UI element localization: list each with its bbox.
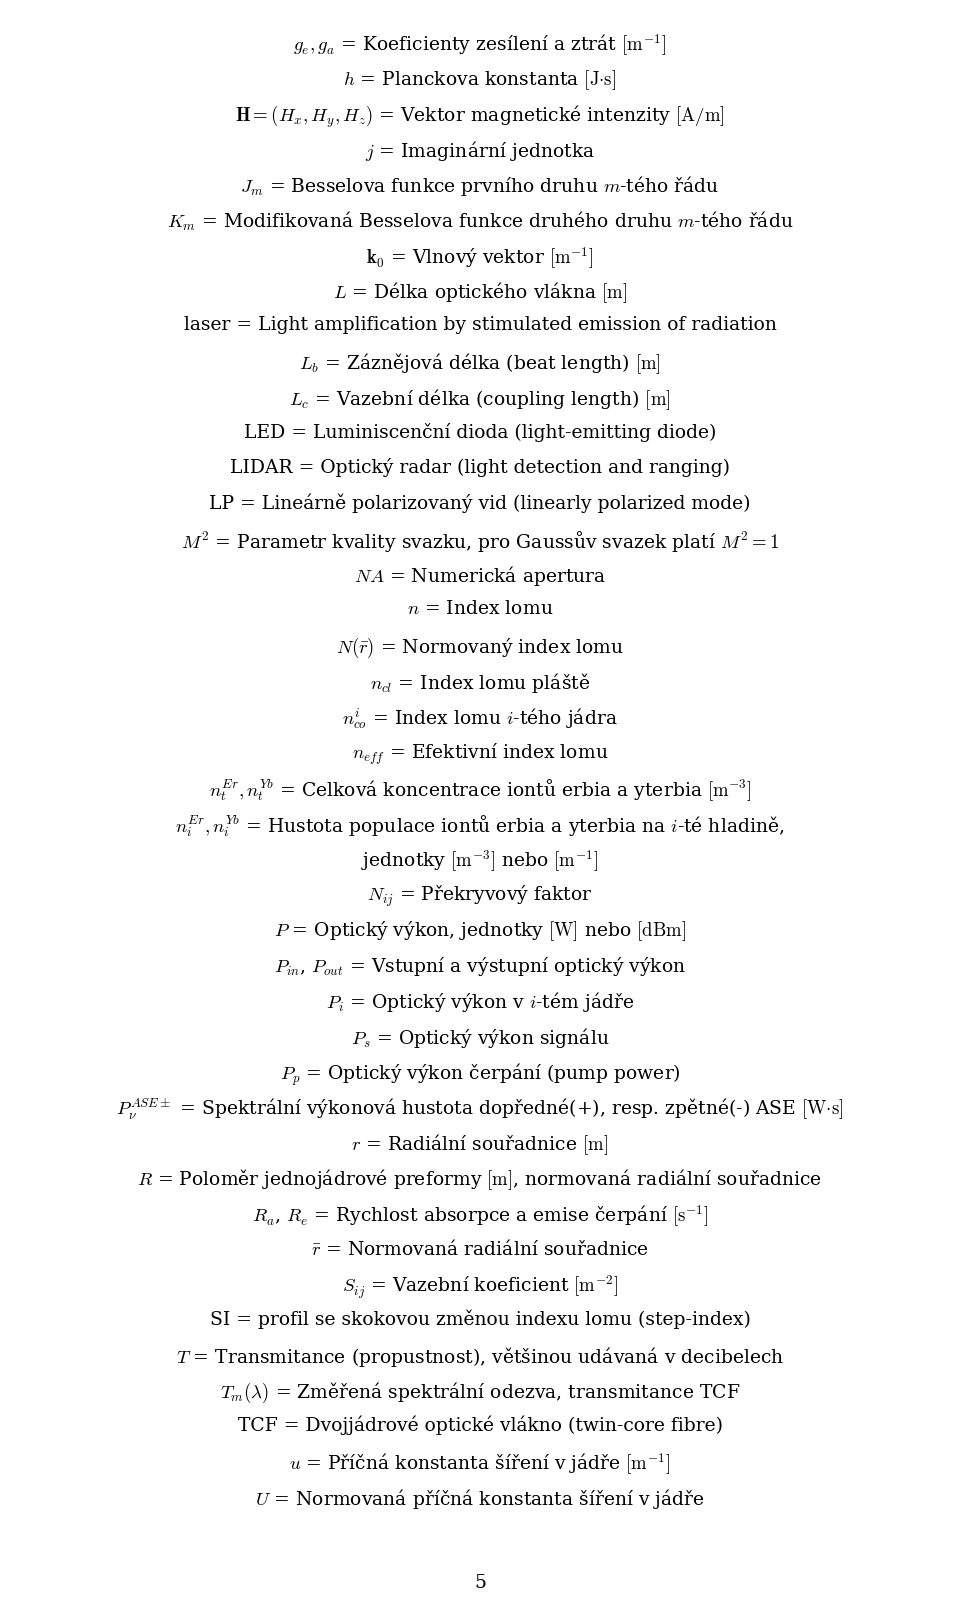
Text: $U$ = Normovaná příčná konstanta šíření v jádře: $U$ = Normovaná příčná konstanta šíření …: [255, 1487, 705, 1511]
Text: jednotky $[\mathrm{m}^{-3}]$ nebo $[\mathrm{m}^{-1}]$: jednotky $[\mathrm{m}^{-3}]$ nebo $[\mat…: [361, 848, 599, 874]
Text: $j$ = Imaginární jednotka: $j$ = Imaginární jednotka: [365, 139, 595, 163]
Text: $n_{cl}$ = Index lomu pláště: $n_{cl}$ = Index lomu pláště: [370, 671, 590, 695]
Text: $P_s$ = Optický výkon signálu: $P_s$ = Optický výkon signálu: [350, 1026, 610, 1050]
Text: $u$ = Příčná konstanta šíření v jádře $[\mathrm{m}^{-1}]$: $u$ = Příčná konstanta šíření v jádře $[…: [289, 1451, 671, 1477]
Text: LIDAR = Optický radar (light detection and ranging): LIDAR = Optický radar (light detection a…: [230, 457, 730, 477]
Text: $P_\nu^{ASE\pm}$ = Spektrální výkonová hustota dopředné(+), resp. zpětné(-) ASE : $P_\nu^{ASE\pm}$ = Spektrální výkonová h…: [116, 1097, 844, 1122]
Text: $S_{ij}$ = Vazební koeficient $[\mathrm{m}^{-2}]$: $S_{ij}$ = Vazební koeficient $[\mathrm{…: [342, 1273, 618, 1301]
Text: $\bar{r}$ = Normovaná radiální souřadnice: $\bar{r}$ = Normovaná radiální souřadnic…: [311, 1238, 649, 1259]
Text: $M^2$ = Parametr kvality svazku, pro Gaussův svazek platí $M^2 = 1$: $M^2$ = Parametr kvality svazku, pro Gau…: [180, 528, 780, 554]
Text: laser = Light amplification by stimulated emission of radiation: laser = Light amplification by stimulate…: [183, 317, 777, 335]
Text: $N_{ij}$ = Překryvový faktor: $N_{ij}$ = Překryvový faktor: [368, 884, 592, 910]
Text: $R$ = Poloměr jednojádrové preformy $[\mathrm{m}]$, normovaná radiální souřadnic: $R$ = Poloměr jednojádrové preformy $[\m…: [137, 1168, 823, 1193]
Text: $T$ = Transmitance (propustnost), většinou udávaná v decibelech: $T$ = Transmitance (propustnost), většin…: [176, 1345, 784, 1369]
Text: $R_a$, $R_e$ = Rychlost absorpce a emise čerpání $[\mathrm{s}^{-1}]$: $R_a$, $R_e$ = Rychlost absorpce a emise…: [252, 1202, 708, 1228]
Text: $g_e, g_a$ = Koeficienty zesílení a ztrát $[\mathrm{m}^{-1}]$: $g_e, g_a$ = Koeficienty zesílení a ztrá…: [294, 32, 666, 58]
Text: $P_{in}$, $P_{out}$ = Vstupní a výstupní optický výkon: $P_{in}$, $P_{out}$ = Vstupní a výstupní…: [274, 955, 686, 978]
Text: $K_m$ = Modifikovaná Besselova funkce druhého druhu $m$-tého řádu: $K_m$ = Modifikovaná Besselova funkce dr…: [167, 210, 793, 233]
Text: TCF = Dvojjádrové optické vlákno (twin-core fibre): TCF = Dvojjádrové optické vlákno (twin-c…: [237, 1416, 723, 1435]
Text: $r$ = Radiální souřadnice $[\mathrm{m}]$: $r$ = Radiální souřadnice $[\mathrm{m}]$: [351, 1133, 609, 1157]
Text: SI = profil se skokovou změnou indexu lomu (step-index): SI = profil se skokovou změnou indexu lo…: [209, 1309, 751, 1328]
Text: $J_m$ = Besselova funkce prvního druhu $m$-tého řádu: $J_m$ = Besselova funkce prvního druhu $…: [240, 175, 720, 199]
Text: $T_m(\lambda)$ = Změřená spektrální odezva, transmitance TCF: $T_m(\lambda)$ = Změřená spektrální odez…: [220, 1380, 740, 1404]
Text: $L_c$ = Vazební délka (coupling length) $[\mathrm{m}]$: $L_c$ = Vazební délka (coupling length) …: [289, 388, 671, 412]
Text: $NA$ = Numerická apertura: $NA$ = Numerická apertura: [354, 564, 606, 588]
Text: $P_p$ = Optický výkon čerpání (pump power): $P_p$ = Optický výkon čerpání (pump powe…: [279, 1062, 681, 1088]
Text: $n_t^{Er}, n_t^{Yb}$ = Celková koncentrace iontů erbia a yterbia $[\mathrm{m}^{-: $n_t^{Er}, n_t^{Yb}$ = Celková koncentra…: [208, 777, 752, 803]
Text: $n_i^{Er}, n_i^{Yb}$ = Hustota populace iontů erbia a yterbia na $i$-té hladině,: $n_i^{Er}, n_i^{Yb}$ = Hustota populace …: [176, 813, 784, 839]
Text: $P$ = Optický výkon, jednotky $[\mathrm{W}]$ nebo $[\mathrm{dBm}]$: $P$ = Optický výkon, jednotky $[\mathrm{…: [274, 920, 686, 944]
Text: $L$ = Délka optického vlákna $[\mathrm{m}]$: $L$ = Délka optického vlákna $[\mathrm{m…: [333, 281, 627, 305]
Text: $\mathbf{k_0}$ = Vlnový vektor $[\mathrm{m}^{-1}]$: $\mathbf{k_0}$ = Vlnový vektor $[\mathrm…: [366, 246, 594, 271]
Text: LP = Lineárně polarizovaný vid (linearly polarized mode): LP = Lineárně polarizovaný vid (linearly…: [209, 493, 751, 512]
Text: $N(\bar{r})$ = Normovaný index lomu: $N(\bar{r})$ = Normovaný index lomu: [336, 635, 624, 659]
Text: $n_{eff}$ = Efektivní index lomu: $n_{eff}$ = Efektivní index lomu: [351, 742, 609, 768]
Text: $n^i_{co}$ = Index lomu $i$-tého jádra: $n^i_{co}$ = Index lomu $i$-tého jádra: [342, 706, 618, 732]
Text: $n$ = Index lomu: $n$ = Index lomu: [407, 600, 553, 617]
Text: $L_b$ = Záznějová délka (beat length) $[\mathrm{m}]$: $L_b$ = Záznějová délka (beat length) $[…: [300, 352, 660, 377]
Text: 5: 5: [474, 1574, 486, 1592]
Text: $P_i$ = Optický výkon v $i$-tém jádře: $P_i$ = Optický výkon v $i$-tém jádře: [325, 991, 635, 1015]
Text: $h$ = Planckova konstanta $[\mathrm{J{\cdot}s}]$: $h$ = Planckova konstanta $[\mathrm{J{\c…: [344, 68, 616, 92]
Text: LED = Luminiscenční dioda (light-emitting diode): LED = Luminiscenční dioda (light-emittin…: [244, 422, 716, 441]
Text: $\mathbf{H} = (H_x, H_y, H_z)$ = Vektor magnetické intenzity $[\mathrm{A/m}]$: $\mathbf{H} = (H_x, H_y, H_z)$ = Vektor …: [235, 103, 725, 129]
